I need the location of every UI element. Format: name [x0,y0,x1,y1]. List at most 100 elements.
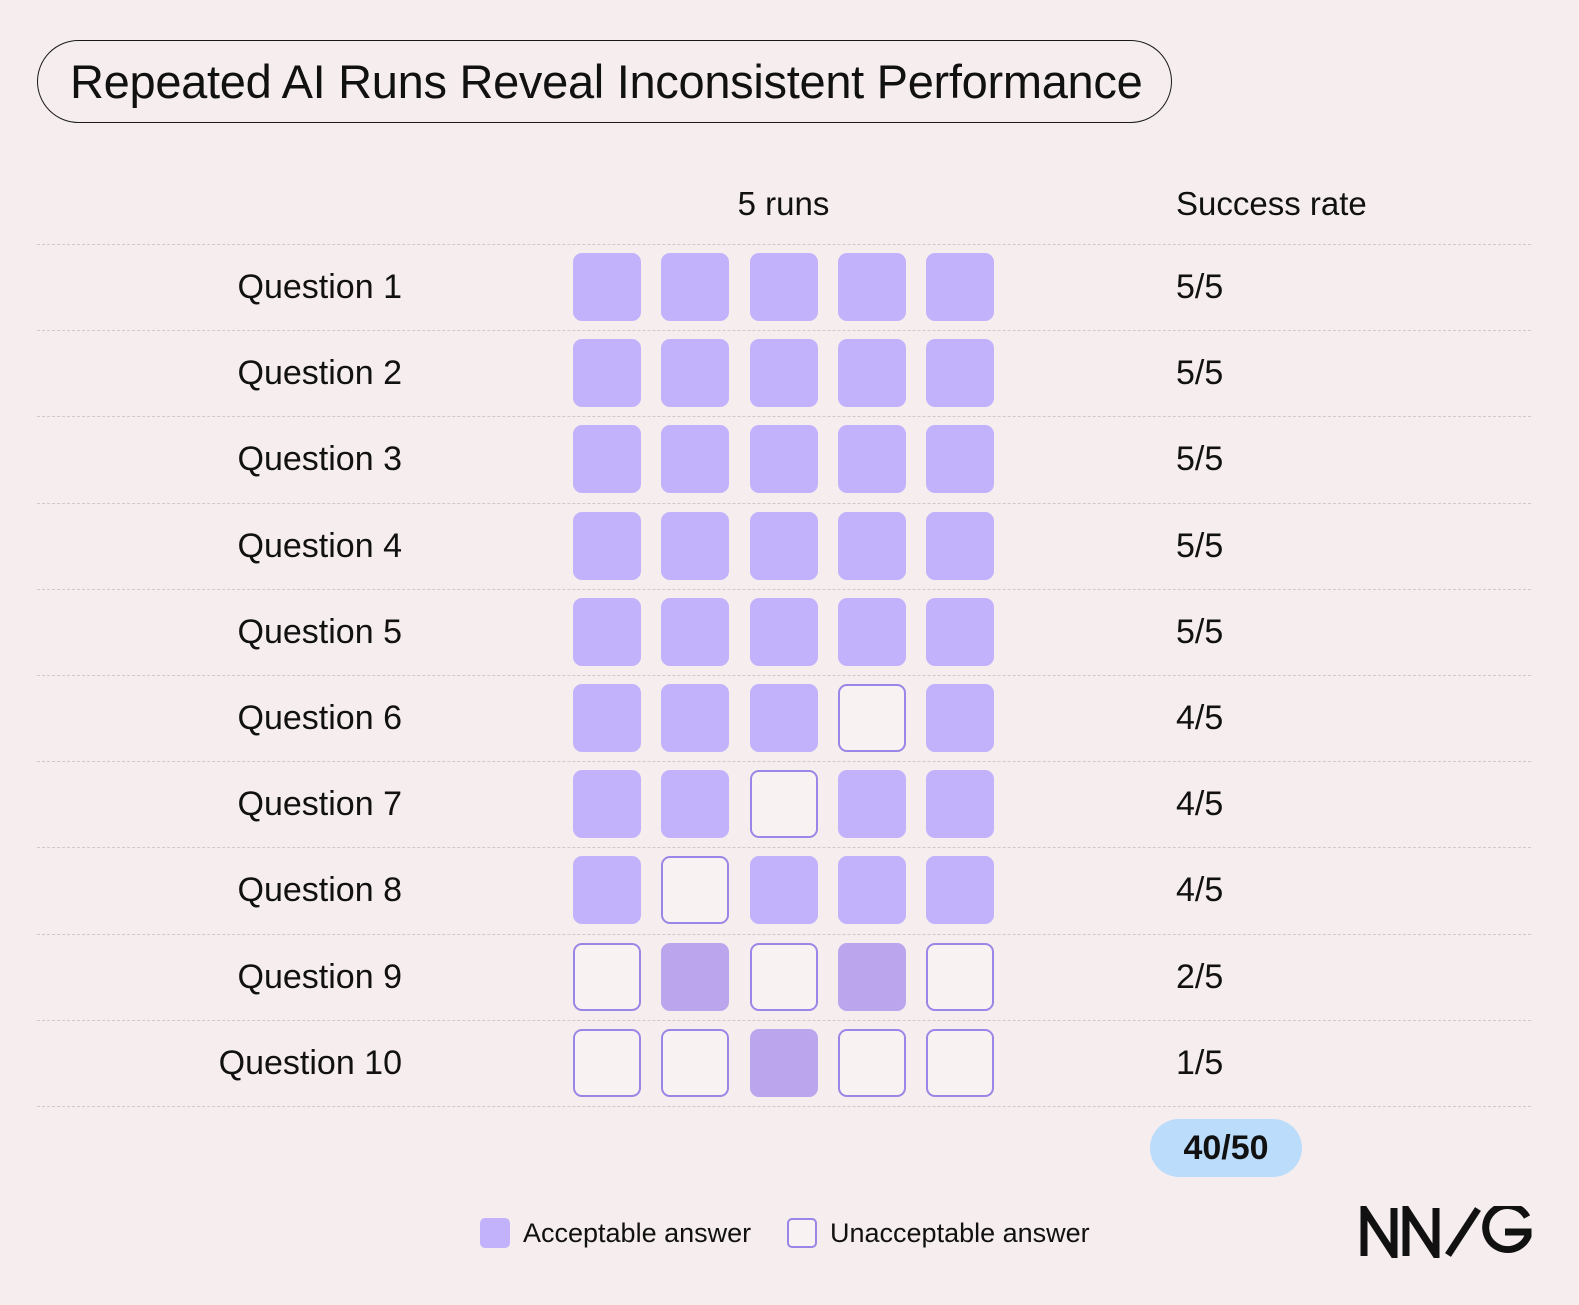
question-row: Question 3 5/5 [0,416,1579,502]
run-cells [573,425,995,494]
question-row: Question 8 4/5 [0,847,1579,933]
success-rate-value: 1/5 [1176,1043,1224,1082]
acceptable-run-cell [661,253,730,321]
acceptable-run-cell [661,511,730,580]
acceptable-run-cell [926,425,995,494]
question-label: Question 7 [237,785,402,824]
acceptable-run-cell [837,425,906,494]
acceptable-run-cell [661,942,730,1011]
unacceptable-run-cell [573,942,641,1011]
acceptable-run-cell [926,511,995,580]
acceptable-run-cell [837,942,906,1011]
question-label: Question 6 [237,699,402,737]
row-divider [37,1019,1531,1021]
question-row: Question 5 5/5 [0,589,1579,675]
acceptable-run-cell [926,597,995,666]
acceptable-run-cell [573,597,641,666]
question-row: Question 10 1/5 [0,1020,1579,1106]
run-cells [573,339,995,408]
acceptable-run-cell [926,770,995,839]
run-cells [573,684,995,752]
acceptable-run-cell [573,425,641,494]
question-label: Question 1 [237,268,402,306]
acceptable-run-cell [661,339,730,408]
success-rate-value: 4/5 [1176,699,1224,737]
run-cells [573,253,995,321]
acceptable-run-cell [573,770,641,839]
unacceptable-run-cell [926,1028,995,1097]
question-label: Question 8 [237,871,402,910]
acceptable-run-cell [837,856,906,925]
question-label: Question 5 [237,612,402,651]
question-row: Question 6 4/5 [0,675,1579,761]
row-divider [37,933,1531,935]
total-success-badge: 40/50 [1150,1119,1302,1177]
row-divider [37,588,1531,590]
success-rate-value: 2/5 [1176,957,1224,996]
success-rate-column-header: Success rate [1176,185,1367,222]
run-cells [573,856,995,925]
acceptable-run-cell [573,253,641,321]
acceptable-run-cell [749,425,818,494]
acceptable-run-cell [749,511,818,580]
acceptable-run-cell [661,597,730,666]
run-cells [573,942,995,1011]
acceptable-run-cell [573,856,641,925]
success-rate-value: 5/5 [1176,268,1224,306]
unacceptable-run-cell [837,1028,906,1097]
success-rate-value: 4/5 [1176,871,1224,910]
success-rate-value: 4/5 [1176,785,1224,824]
legend-unacceptable-label: Unacceptable answer [830,1217,1090,1248]
legend-unacceptable: Unacceptable answer [787,1214,1090,1252]
success-rate-value: 5/5 [1176,526,1224,565]
success-rate-value: 5/5 [1176,612,1224,651]
unacceptable-run-cell [661,1028,730,1097]
acceptable-run-cell [837,770,906,839]
question-row: Question 1 5/5 [0,244,1579,330]
question-label: Question 3 [237,440,402,479]
acceptable-run-cell [837,511,906,580]
acceptable-run-cell [749,856,818,925]
unacceptable-run-cell [926,942,995,1011]
acceptable-run-cell [837,597,906,666]
unacceptable-swatch [787,1218,817,1248]
question-label: Question 4 [237,526,402,565]
question-label: Question 9 [237,957,402,996]
acceptable-run-cell [837,339,906,408]
row-divider [37,502,1531,504]
legend-acceptable: Acceptable answer [480,1214,751,1252]
row-divider [37,244,1531,245]
row-divider [37,847,1531,849]
runs-column-header: 5 runs [737,185,830,222]
acceptable-run-cell [926,856,995,925]
run-cells [573,597,995,666]
question-row: Question 7 4/5 [0,761,1579,847]
question-row: Question 4 5/5 [0,503,1579,589]
acceptable-run-cell [661,425,730,494]
acceptable-run-cell [661,770,730,839]
nng-logo [1360,1206,1532,1258]
run-cells [573,511,995,580]
acceptable-run-cell [749,1028,818,1097]
unacceptable-run-cell [837,684,906,752]
acceptable-run-cell [573,511,641,580]
row-divider [37,675,1531,676]
acceptable-run-cell [573,684,641,752]
question-label: Question 2 [237,354,402,393]
acceptable-run-cell [837,253,906,321]
acceptable-run-cell [926,253,995,321]
unacceptable-run-cell [573,1028,641,1097]
acceptable-run-cell [926,684,995,752]
acceptable-run-cell [926,339,995,408]
question-row: Question 9 2/5 [0,934,1579,1020]
success-rate-value: 5/5 [1176,354,1224,393]
acceptable-run-cell [749,597,818,666]
acceptable-run-cell [661,684,730,752]
question-label: Question 10 [218,1043,402,1082]
success-rate-value: 5/5 [1176,440,1224,479]
acceptable-run-cell [573,339,641,408]
acceptable-run-cell [749,253,818,321]
run-cells [573,770,995,839]
acceptable-swatch [480,1218,510,1248]
unacceptable-run-cell [749,770,818,839]
